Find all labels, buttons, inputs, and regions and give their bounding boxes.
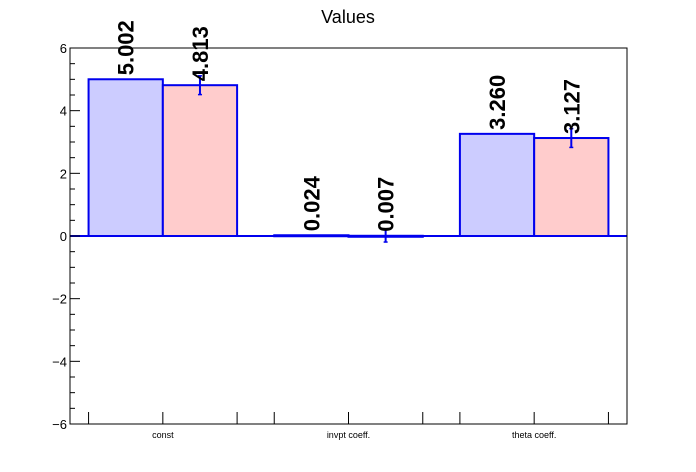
y-tick-label: 4 <box>60 104 67 119</box>
data-label-series2-2: 3.127 <box>559 79 584 134</box>
y-tick-label: 2 <box>60 166 67 181</box>
chart-title: Values <box>321 7 375 27</box>
y-tick-label: −2 <box>52 292 67 307</box>
bar-series1-0 <box>87 78 164 238</box>
data-label-series2-1: 0.007 <box>374 177 399 232</box>
y-tick-label: 0 <box>60 229 67 244</box>
bar-series1-2 <box>458 132 536 237</box>
y-tick-label: 6 <box>60 41 67 56</box>
y-tick-label: −4 <box>52 354 67 369</box>
chart-axes: −6 −4 −2 0 2 4 6 const invpt coeff. theta coeff. <box>52 41 628 440</box>
data-label-series2-0: 4.813 <box>188 26 213 81</box>
x-category-label: theta coeff. <box>512 430 556 440</box>
x-category-label: const <box>152 430 174 440</box>
y-tick-label: −6 <box>52 417 67 432</box>
bar-series2-2 <box>533 137 610 237</box>
bar-series2-0 <box>161 84 239 237</box>
data-label-series1-2: 3.260 <box>485 75 510 130</box>
data-label-series1-1: 0.024 <box>299 175 324 231</box>
x-category-label: invpt coeff. <box>327 430 370 440</box>
